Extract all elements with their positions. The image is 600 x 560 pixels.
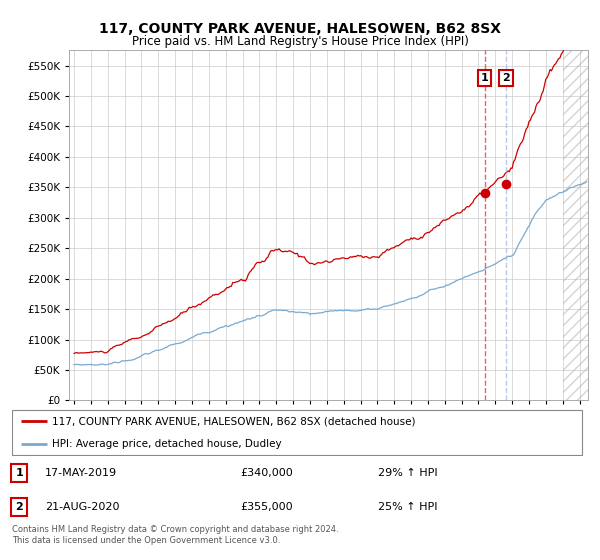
Text: 17-MAY-2019: 17-MAY-2019 bbox=[45, 468, 117, 478]
Text: Price paid vs. HM Land Registry's House Price Index (HPI): Price paid vs. HM Land Registry's House … bbox=[131, 35, 469, 48]
Text: 29% ↑ HPI: 29% ↑ HPI bbox=[378, 468, 437, 478]
Text: 117, COUNTY PARK AVENUE, HALESOWEN, B62 8SX (detached house): 117, COUNTY PARK AVENUE, HALESOWEN, B62 … bbox=[52, 416, 416, 426]
Text: HPI: Average price, detached house, Dudley: HPI: Average price, detached house, Dudl… bbox=[52, 439, 282, 449]
Text: Contains HM Land Registry data © Crown copyright and database right 2024.
This d: Contains HM Land Registry data © Crown c… bbox=[12, 525, 338, 545]
Text: 2: 2 bbox=[502, 73, 510, 83]
Text: £340,000: £340,000 bbox=[240, 468, 293, 478]
Text: £355,000: £355,000 bbox=[240, 502, 293, 512]
Text: 2: 2 bbox=[16, 502, 23, 512]
Text: 1: 1 bbox=[16, 468, 23, 478]
Text: 1: 1 bbox=[481, 73, 488, 83]
FancyBboxPatch shape bbox=[12, 410, 582, 455]
Text: 21-AUG-2020: 21-AUG-2020 bbox=[45, 502, 119, 512]
Text: 25% ↑ HPI: 25% ↑ HPI bbox=[378, 502, 437, 512]
Text: 117, COUNTY PARK AVENUE, HALESOWEN, B62 8SX: 117, COUNTY PARK AVENUE, HALESOWEN, B62 … bbox=[99, 22, 501, 36]
